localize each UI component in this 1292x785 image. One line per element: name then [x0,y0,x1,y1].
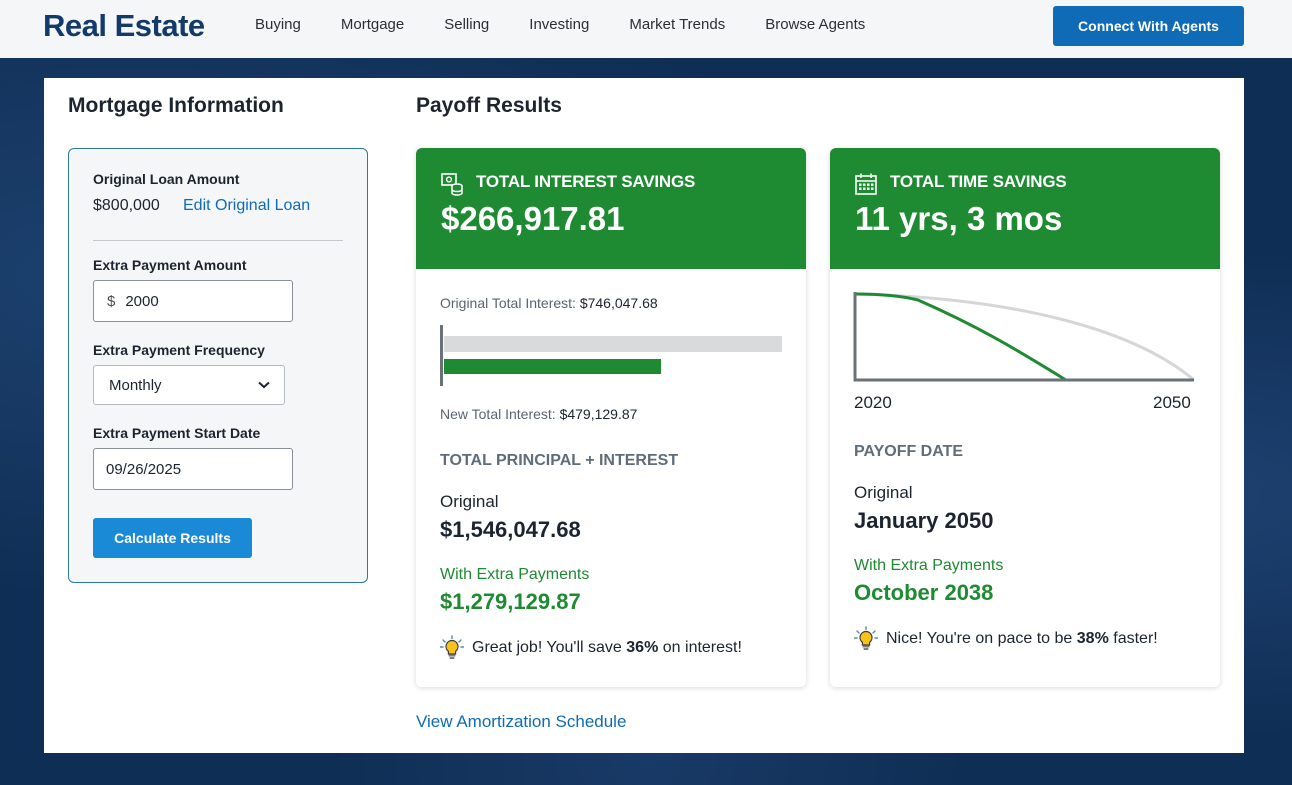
time-tip-prefix: Nice! You're on pace to be [886,630,1073,647]
lightbulb-icon [440,635,464,659]
chevron-down-icon [258,381,270,389]
extra-payment-field[interactable]: $ [93,280,293,322]
interest-tip-suffix: on interest! [662,639,742,656]
original-payoff-curve [855,292,1195,382]
chart-start-year: 2020 [854,393,892,412]
interest-savings-header: TOTAL INTEREST SAVINGS $266,917.81 [416,148,806,269]
extra-payoff-label: With Extra Payments [854,557,1004,574]
time-savings-value: 11 yrs, 3 mos [855,200,1063,237]
dollar-prefix: $ [107,292,116,310]
time-tip: Nice! You're on pace to be 38% faster! [854,626,1158,652]
brand-logo[interactable]: Real Estate [43,8,205,43]
mortgage-form: Original Loan Amount $800,000 Edit Origi… [68,148,368,583]
nav-item-browse-agents[interactable]: Browse Agents [765,16,866,33]
extra-total-label: With Extra Payments [440,566,590,583]
nav-item-investing[interactable]: Investing [529,16,590,33]
new-interest-value: $479,129.87 [559,406,638,422]
interest-comparison-bars [440,325,782,386]
nav-item-market-trends[interactable]: Market Trends [629,16,726,33]
calculator-container: Mortgage Information Payoff Results Orig… [44,78,1244,753]
interest-savings-card: TOTAL INTEREST SAVINGS $266,917.81 Origi… [416,148,806,687]
bar-baseline [440,325,443,386]
interest-savings-title: TOTAL INTEREST SAVINGS [476,172,696,191]
original-interest-bar [444,336,782,352]
time-savings-card: TOTAL TIME SAVINGS 11 yrs, 3 mos 2020 20… [830,148,1220,687]
original-loan-label: Original Loan Amount [93,171,240,187]
start-date-input[interactable] [106,460,246,478]
interest-tip-prefix: Great job! You'll save [472,639,622,656]
original-interest-value: $746,047.68 [579,295,658,311]
time-savings-title: TOTAL TIME SAVINGS [890,172,1067,191]
calculate-results-button[interactable]: Calculate Results [93,518,252,558]
payoff-date-heading: PAYOFF DATE [854,443,964,460]
new-interest-label: New Total Interest: [440,406,556,422]
frequency-label: Extra Payment Frequency [93,342,265,358]
calendar-icon [855,173,877,195]
new-interest-bar [444,359,661,374]
principal-interest-heading: TOTAL PRINCIPAL + INTEREST [440,452,679,469]
extra-payment-label: Extra Payment Amount [93,257,247,273]
start-date-label: Extra Payment Start Date [93,425,261,441]
extra-payoff-curve [855,292,1067,382]
original-payoff-label: Original [854,483,913,502]
chart-end-year: 2050 [1153,393,1191,412]
extra-payoff-value: October 2038 [854,580,994,605]
payoff-results-title: Payoff Results [416,94,562,117]
money-stack-icon [441,173,463,196]
form-divider [93,240,343,241]
new-interest-text: New Total Interest: $479,129.87 [440,406,637,422]
nav-item-mortgage[interactable]: Mortgage [340,16,405,33]
frequency-select[interactable]: Monthly [93,365,285,405]
mortgage-info-title: Mortgage Information [68,94,284,117]
nav-item-buying[interactable]: Buying [255,16,301,33]
site-header: Real Estate Buying Mortgage Selling Inve… [0,0,1292,58]
edit-original-loan-link[interactable]: Edit Original Loan [183,197,311,214]
time-tip-percent: 38% [1076,630,1109,647]
connect-with-agents-button[interactable]: Connect With Agents [1053,6,1244,46]
view-amortization-link[interactable]: View Amortization Schedule [416,712,627,731]
lightbulb-icon [854,626,878,650]
payoff-timeline-chart [853,292,1195,382]
time-savings-header: TOTAL TIME SAVINGS 11 yrs, 3 mos [830,148,1220,269]
time-tip-suffix: faster! [1113,630,1158,647]
interest-savings-value: $266,917.81 [441,200,625,237]
original-loan-value: $800,000 [93,197,160,214]
main-nav: Buying Mortgage Selling Investing Market… [255,16,905,33]
interest-tip: Great job! You'll save 36% on interest! [440,635,742,661]
original-total-label: Original [440,492,499,511]
start-date-field[interactable] [93,448,293,490]
original-total-value: $1,546,047.68 [440,517,581,542]
nav-item-selling[interactable]: Selling [444,16,490,33]
original-payoff-value: January 2050 [854,508,994,533]
interest-tip-percent: 36% [626,639,659,656]
original-interest-label: Original Total Interest: [440,295,576,311]
extra-payment-input[interactable] [125,292,266,310]
chart-axes [853,292,1194,382]
original-interest-text: Original Total Interest: $746,047.68 [440,295,658,311]
extra-total-value: $1,279,129.87 [440,589,581,614]
frequency-selected-value: Monthly [109,376,162,394]
